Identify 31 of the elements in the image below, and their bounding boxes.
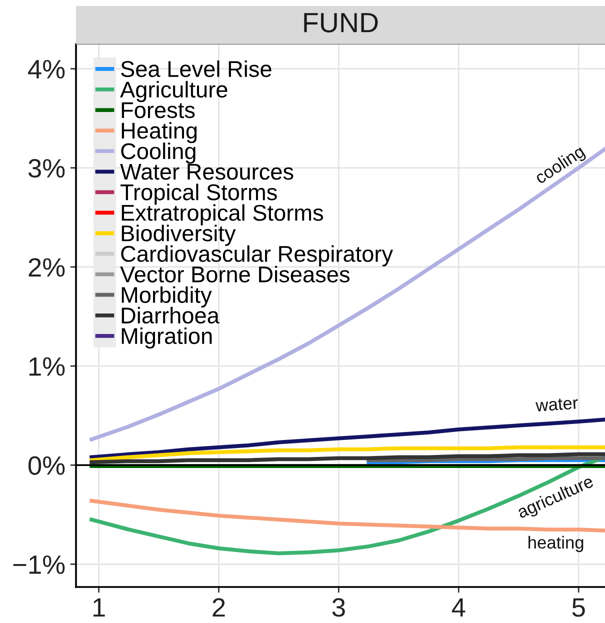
- chart-title: FUND: [304, 13, 378, 32]
- y-tick-label: 4%: [28, 60, 65, 78]
- legend-label: Biodiversity: [122, 224, 236, 246]
- y-tick-label: 3%: [28, 158, 65, 178]
- line-series: [90, 445, 605, 462]
- x-tick-label: 5: [572, 598, 585, 617]
- annotation: heating: [528, 536, 584, 552]
- x-tick-label: 1: [93, 598, 105, 617]
- legend-label: Sea Level Rise: [121, 60, 272, 78]
- annotation: water: [535, 397, 578, 412]
- y-tick-label: 1%: [29, 357, 65, 376]
- legend-label: Migration: [122, 327, 212, 349]
- legend-label: Diarrhoea: [122, 306, 220, 324]
- x-tick-label: 4: [452, 598, 466, 617]
- x-tick-label: 3: [332, 598, 345, 617]
- y-tick-label: −1%: [13, 555, 65, 574]
- line-series: [90, 452, 605, 464]
- legend-label: Forests: [122, 102, 195, 118]
- x-tick-label: 2: [212, 598, 225, 617]
- legend-label: Extratropical Storms: [122, 204, 324, 226]
- legend-label: Morbidity: [122, 286, 212, 308]
- legend-label: Agriculture: [120, 81, 228, 102]
- legend-label: Vector Borne Diseases: [120, 266, 350, 282]
- y-tick-label: 0%: [28, 456, 65, 475]
- y-tick-label: 2%: [28, 258, 65, 277]
- line-series: [90, 418, 605, 460]
- legend-label: Tropical Storms: [120, 184, 277, 205]
- legend-label: Water Resources: [120, 164, 294, 180]
- legend-label: Heating: [122, 122, 197, 144]
- legend-label: Cardiovascular Respiratory: [121, 245, 394, 266]
- legend-label: Cooling: [121, 142, 196, 164]
